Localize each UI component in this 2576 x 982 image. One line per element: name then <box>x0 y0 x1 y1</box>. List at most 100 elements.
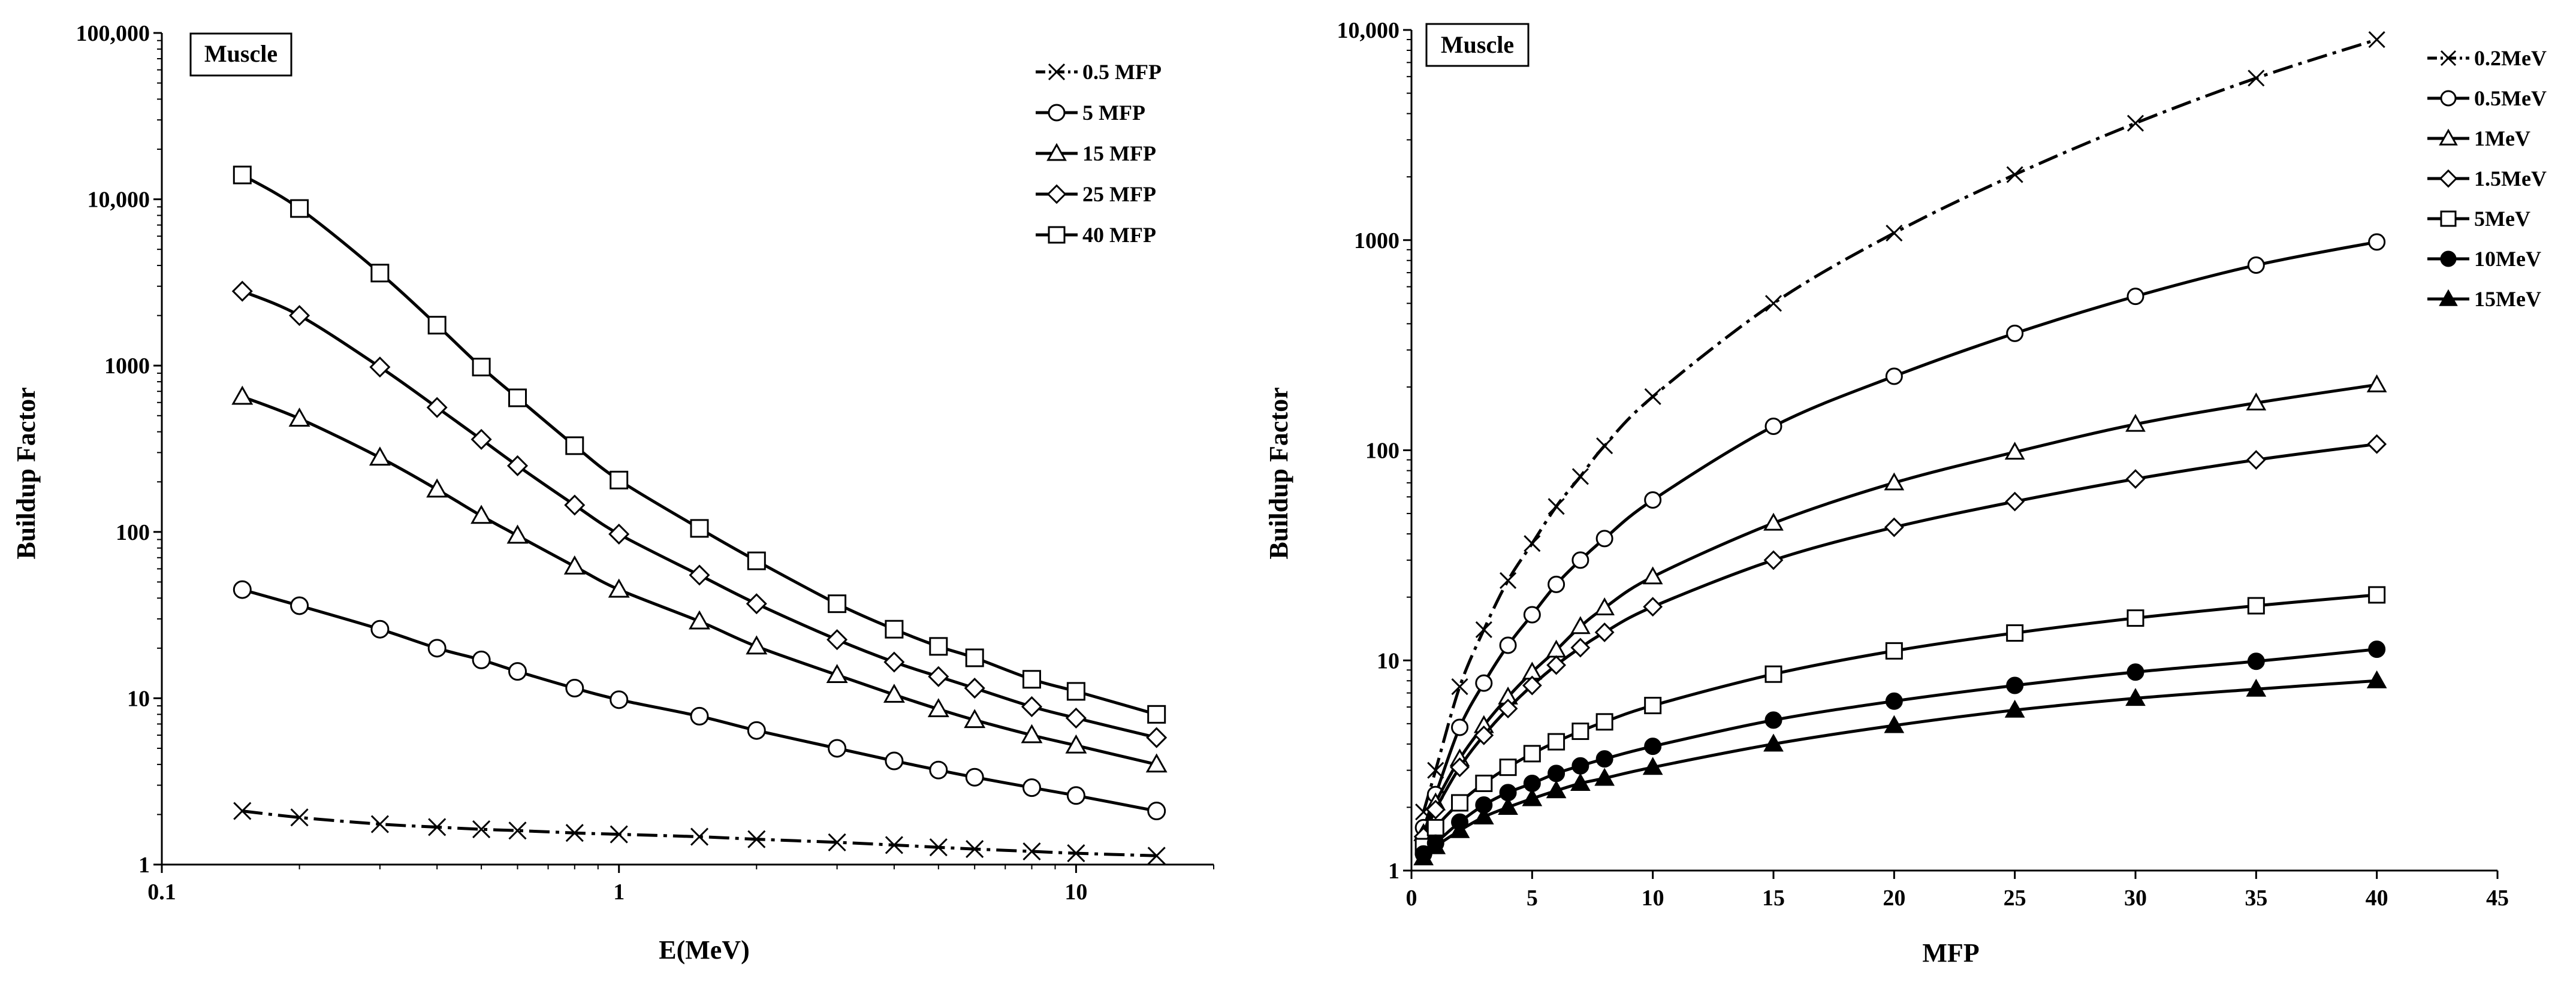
right-point-10mev <box>1548 765 1565 782</box>
right-point-15mev <box>2004 699 2025 718</box>
left-point-5-mfp <box>828 739 847 758</box>
left-point-15-mfp <box>369 446 391 466</box>
right-legend-label: 10MeV <box>2474 247 2541 271</box>
right-legend-label: 0.2MeV <box>2474 46 2547 70</box>
left-point-5-mfp <box>929 760 948 779</box>
left-point-15-mfp <box>964 709 986 729</box>
right-point-0-5mev <box>2368 233 2386 251</box>
right-point-5mev <box>2368 586 2386 604</box>
left-y-tick-label: 100,000 <box>76 21 150 46</box>
right-point-5mev <box>1523 745 1541 763</box>
right-point-10mev <box>1571 757 1589 775</box>
right-point-15mev <box>2125 688 2146 706</box>
left-point-40-mfp <box>885 620 904 639</box>
right-point-0-2mev <box>1571 468 1589 485</box>
left-point-25-mfp <box>231 280 253 302</box>
right-point-5mev <box>1885 642 1903 660</box>
left-point-25-mfp <box>827 629 848 651</box>
right-legend-item: 1.5MeV <box>2427 167 2547 191</box>
right-point-0-5mev <box>1571 551 1589 569</box>
left-point-0-5-mfp <box>1147 847 1166 865</box>
left-point-15-mfp <box>563 555 586 575</box>
right-point-1-5mev <box>1474 725 1494 745</box>
right-point-5mev <box>1548 733 1565 751</box>
right-point-1-5mev <box>2246 450 2266 470</box>
right-point-1-5mev <box>2005 491 2025 512</box>
right-x-axis-label: MFP <box>1922 938 1979 968</box>
right-legend-item: 0.2MeV <box>2427 46 2547 70</box>
left-point-25-mfp <box>1065 707 1087 729</box>
left-point-25-mfp <box>1021 696 1043 717</box>
right-point-0-2mev <box>1500 572 1517 589</box>
right-point-1-5mev <box>1884 517 1904 537</box>
right-point-1-5mev <box>1594 622 1615 642</box>
left-point-0-5-mfp <box>929 838 948 857</box>
left-point-25-mfp <box>564 494 586 516</box>
right-y-tick-label: 10,000 <box>1337 18 1400 43</box>
left-legend-marker <box>1048 63 1066 81</box>
right-point-1mev <box>2004 442 2025 460</box>
left-point-5-mfp <box>427 639 447 658</box>
left-point-25-mfp <box>506 455 529 476</box>
left-point-25-mfp <box>964 678 985 699</box>
right-point-5mev <box>1644 697 1662 715</box>
left-point-25-mfp <box>1146 727 1168 748</box>
right-legend-item: 1MeV <box>2427 126 2530 150</box>
left-point-5-mfp <box>747 721 766 740</box>
left-material-tag: Muscle <box>189 32 292 77</box>
right-point-10mev <box>1764 711 1782 729</box>
right-point-1-5mev <box>1522 675 1542 696</box>
chart-depth-dependence: 1 10 100 1000 10,000 0 5 10 15 20 25 30 35 40 45 MFP B… <box>1264 18 2547 968</box>
right-point-10mev <box>2126 663 2144 681</box>
right-point-0-5mev <box>1644 491 1662 509</box>
left-point-25-mfp <box>928 666 949 687</box>
right-point-0-2mev <box>2126 114 2144 132</box>
left-point-5-mfp <box>565 679 584 698</box>
left-point-25-mfp <box>470 428 492 450</box>
right-point-1-5mev <box>1450 757 1470 778</box>
left-point-0-5-mfp <box>508 821 527 840</box>
right-point-0-5mev <box>1595 530 1613 548</box>
left-point-40-mfp <box>233 165 252 185</box>
left-point-0-5-mfp <box>1022 842 1041 861</box>
left-point-5-mfp <box>965 768 984 787</box>
left-point-0-5-mfp <box>1067 844 1085 863</box>
right-point-0-5mev <box>1499 636 1517 654</box>
left-point-5-mfp <box>1066 786 1085 805</box>
right-point-0-5mev <box>1764 418 1782 436</box>
left-point-25-mfp <box>426 397 448 418</box>
right-point-1mev <box>2246 392 2267 411</box>
right-y-tick-label: 10 <box>1377 648 1399 673</box>
right-point-1mev <box>1570 616 1591 634</box>
left-plot-area <box>231 165 1168 865</box>
left-series-5-mfp <box>233 580 1166 821</box>
left-point-5-mfp <box>290 596 309 615</box>
right-legend-label: 1MeV <box>2474 126 2530 150</box>
left-series-25-mfp <box>231 280 1168 748</box>
right-point-0-2mev <box>1596 437 1613 455</box>
left-point-40-mfp <box>427 316 447 335</box>
right-point-0-5mev <box>1523 606 1541 624</box>
right-legend-label: 5MeV <box>2474 207 2530 231</box>
right-legend-item: 0.5MeV <box>2427 86 2547 110</box>
right-axes: 1 10 100 1000 10,000 0 5 10 15 20 25 30 35 40 45 <box>1337 18 2509 911</box>
left-point-15-mfp <box>883 684 905 703</box>
right-point-15mev <box>1425 836 1446 854</box>
right-point-1-5mev <box>1425 799 1446 820</box>
left-point-40-mfp <box>508 388 527 407</box>
right-legend-marker <box>2440 50 2457 67</box>
left-point-25-mfp <box>289 305 310 327</box>
right-legend-marker <box>2440 90 2457 107</box>
left-legend-item: 5 MFP <box>1036 101 1145 125</box>
right-point-10mev <box>2247 652 2265 670</box>
right-point-1mev <box>1642 566 1663 585</box>
right-legend-marker <box>2439 169 2458 188</box>
right-point-0-2mev <box>1524 535 1541 552</box>
left-legend-label: 5 MFP <box>1082 101 1145 125</box>
left-point-25-mfp <box>369 356 391 378</box>
left-point-25-mfp <box>746 593 767 615</box>
left-x-axis-label: E(MeV) <box>659 935 750 965</box>
left-x-tick-label: 0.1 <box>147 880 176 905</box>
left-point-15-mfp <box>1021 724 1043 744</box>
